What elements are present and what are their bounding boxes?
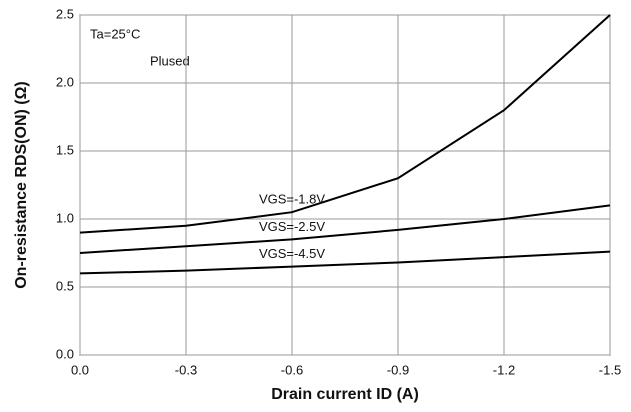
y-tick-label: 0.0 <box>56 346 74 361</box>
y-tick-label: 2.5 <box>56 6 74 21</box>
series-line <box>79 250 611 275</box>
legend-label: VGS=-4.5V <box>259 246 325 261</box>
x-tick-label: -0.6 <box>281 362 303 377</box>
x-tick-label: -0.3 <box>175 362 197 377</box>
legend-label: VGS=-1.8V <box>259 192 325 207</box>
series-line <box>79 14 611 234</box>
y-tick-label: 2.0 <box>56 74 74 89</box>
x-axis-title: Drain current ID (A) <box>271 386 419 403</box>
x-tick-label: 0.0 <box>71 362 89 377</box>
y-tick-label: 1.0 <box>56 210 74 225</box>
y-tick-label: 1.5 <box>56 142 74 157</box>
series-line <box>79 204 611 254</box>
annotation: Plused <box>150 53 190 68</box>
legend-label: VGS=-2.5V <box>259 219 325 234</box>
annotation: Ta=25°C <box>90 26 140 41</box>
x-tick-label: -1.2 <box>493 362 515 377</box>
x-tick-label: -0.9 <box>387 362 409 377</box>
x-tick-label: -1.5 <box>599 362 621 377</box>
y-axis-title: On-resistance RDS(ON) (Ω) <box>13 81 30 289</box>
y-tick-label: 0.5 <box>56 278 74 293</box>
